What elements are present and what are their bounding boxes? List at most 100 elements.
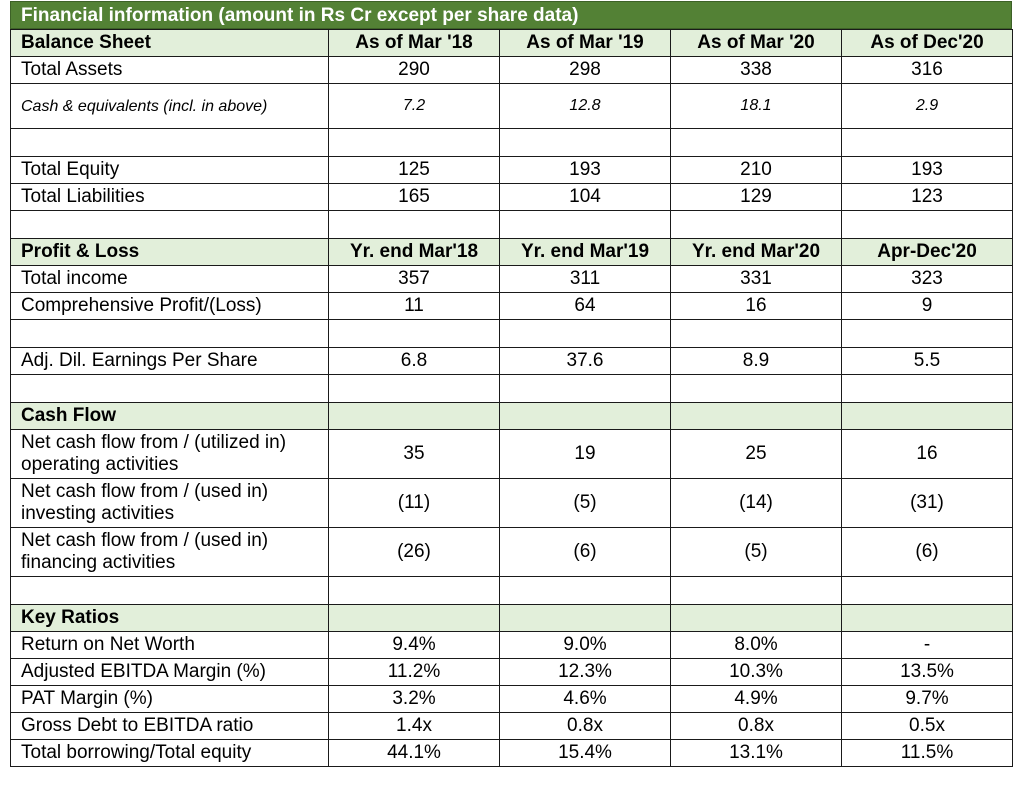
cell-value: 8.0% (670, 631, 842, 659)
cell-value: 19 (499, 429, 671, 479)
row-label: Net cash flow from / (used in) investing… (10, 478, 329, 528)
cell-value: 0.5x (841, 712, 1013, 740)
table-row: Net cash flow from / (used in) financing… (10, 527, 1013, 577)
row-label: Net cash flow from / (utilized in) opera… (10, 429, 329, 479)
column-header: Yr. end Mar'19 (499, 238, 671, 266)
cell-value: 13.1% (670, 739, 842, 767)
table-row: Adj. Dil. Earnings Per Share 6.8 37.6 8.… (10, 347, 1013, 375)
financial-info-table-container: Financial information (amount in Rs Cr e… (10, 1, 1013, 767)
table-row: Total Assets 290 298 338 316 (10, 56, 1013, 84)
cell-value: 37.6 (499, 347, 671, 375)
cell-value: 357 (328, 265, 500, 293)
row-label: Comprehensive Profit/(Loss) (10, 292, 329, 320)
section-heading: Key Ratios (10, 604, 329, 632)
cell-value: 165 (328, 183, 500, 211)
balance-sheet-header-row: Balance Sheet As of Mar '18 As of Mar '1… (10, 29, 1013, 57)
empty-cell (499, 374, 671, 403)
spacer-row (10, 319, 1013, 348)
cell-value: 12.8 (499, 83, 671, 129)
cell-value: - (841, 631, 1013, 659)
empty-cell (499, 402, 671, 430)
cell-value: 129 (670, 183, 842, 211)
empty-cell (328, 402, 500, 430)
table-row: Total Equity 125 193 210 193 (10, 156, 1013, 184)
row-label: Total Assets (10, 56, 329, 84)
empty-cell (499, 604, 671, 632)
spacer-row (10, 128, 1013, 157)
column-header: Apr-Dec'20 (841, 238, 1013, 266)
cell-value: 64 (499, 292, 671, 320)
cell-value: 11 (328, 292, 500, 320)
cell-value: 210 (670, 156, 842, 184)
column-header: As of Dec'20 (841, 29, 1013, 57)
empty-cell (670, 128, 842, 157)
column-header: Yr. end Mar'18 (328, 238, 500, 266)
spacer-row (10, 210, 1013, 239)
cell-value: (31) (841, 478, 1013, 528)
empty-cell (10, 374, 329, 403)
row-label: Total Liabilities (10, 183, 329, 211)
empty-cell (499, 128, 671, 157)
row-label: Net cash flow from / (used in) financing… (10, 527, 329, 577)
empty-cell (328, 128, 500, 157)
table-row: Net cash flow from / (utilized in) opera… (10, 429, 1013, 479)
empty-cell (670, 210, 842, 239)
cell-value: (6) (499, 527, 671, 577)
cell-value: 9.0% (499, 631, 671, 659)
empty-cell (841, 604, 1013, 632)
cell-value: (11) (328, 478, 500, 528)
empty-cell (10, 319, 329, 348)
table-row: Comprehensive Profit/(Loss) 11 64 16 9 (10, 292, 1013, 320)
empty-cell (841, 210, 1013, 239)
cell-value: 0.8x (670, 712, 842, 740)
spacer-row (10, 374, 1013, 403)
table-row: PAT Margin (%) 3.2% 4.6% 4.9% 9.7% (10, 685, 1013, 713)
cell-value: 10.3% (670, 658, 842, 686)
cell-value: 3.2% (328, 685, 500, 713)
cell-value: 4.6% (499, 685, 671, 713)
row-label: Adj. Dil. Earnings Per Share (10, 347, 329, 375)
empty-cell (499, 576, 671, 605)
cell-value: 193 (499, 156, 671, 184)
section-heading: Cash Flow (10, 402, 329, 430)
empty-cell (670, 604, 842, 632)
cell-value: 16 (841, 429, 1013, 479)
cell-value: 9 (841, 292, 1013, 320)
empty-cell (841, 374, 1013, 403)
empty-cell (670, 402, 842, 430)
cell-value: 193 (841, 156, 1013, 184)
column-header: As of Mar '20 (670, 29, 842, 57)
cell-value: 25 (670, 429, 842, 479)
cell-value: 18.1 (670, 83, 842, 129)
cell-value: 44.1% (328, 739, 500, 767)
cell-value: 9.7% (841, 685, 1013, 713)
empty-cell (10, 210, 329, 239)
empty-cell (841, 319, 1013, 348)
cell-value: 9.4% (328, 631, 500, 659)
cell-value: 4.9% (670, 685, 842, 713)
table-row: Gross Debt to EBITDA ratio 1.4x 0.8x 0.8… (10, 712, 1013, 740)
cell-value: 104 (499, 183, 671, 211)
table-row: Net cash flow from / (used in) investing… (10, 478, 1013, 528)
profit-loss-header-row: Profit & Loss Yr. end Mar'18 Yr. end Mar… (10, 238, 1013, 266)
empty-cell (670, 374, 842, 403)
empty-cell (328, 210, 500, 239)
empty-cell (670, 319, 842, 348)
cell-value: 323 (841, 265, 1013, 293)
empty-cell (841, 576, 1013, 605)
cell-value: 11.5% (841, 739, 1013, 767)
row-label: Total borrowing/Total equity (10, 739, 329, 767)
empty-cell (670, 576, 842, 605)
cell-value: 1.4x (328, 712, 500, 740)
row-label: Total income (10, 265, 329, 293)
cell-value: 0.8x (499, 712, 671, 740)
cell-value: 311 (499, 265, 671, 293)
row-label: Gross Debt to EBITDA ratio (10, 712, 329, 740)
cell-value: 16 (670, 292, 842, 320)
empty-cell (328, 374, 500, 403)
cell-value: 15.4% (499, 739, 671, 767)
empty-cell (10, 128, 329, 157)
table-row: Total borrowing/Total equity 44.1% 15.4%… (10, 739, 1013, 767)
cell-value: (5) (499, 478, 671, 528)
empty-cell (499, 210, 671, 239)
